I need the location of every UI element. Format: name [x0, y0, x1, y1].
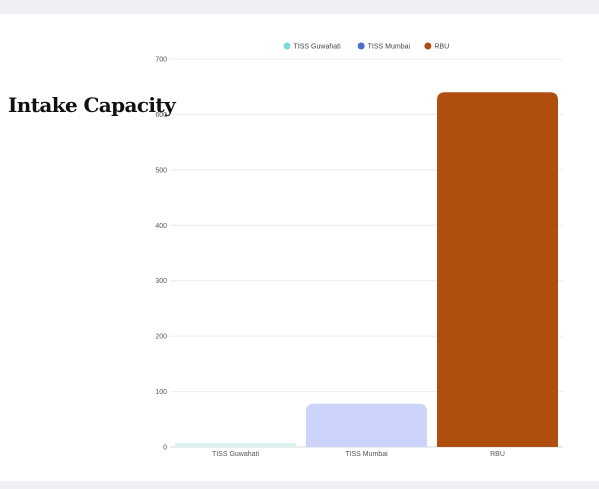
legend-swatch	[424, 42, 432, 50]
y-tick-label: 200	[155, 334, 167, 341]
legend-item[interactable]: RBU	[424, 42, 449, 51]
y-tick-label: 300	[155, 278, 167, 285]
legend: TISS Guwahati TISS Mumbai RBU	[283, 42, 449, 51]
y-axis-ticks: 0 100 200 300 400 500 600 700	[155, 57, 167, 452]
y-tick-label: 100	[155, 389, 167, 396]
legend-item[interactable]: TISS Guwahati	[283, 42, 342, 51]
legend-item[interactable]: TISS Mumbai	[357, 42, 411, 51]
legend-label: RBU	[434, 44, 449, 51]
legend-label: TISS Guwahati	[294, 44, 342, 51]
y-tick-label: 500	[155, 167, 167, 174]
x-tick-label: RBU	[490, 451, 505, 458]
legend-label: TISS Mumbai	[368, 44, 411, 51]
y-tick-label: 0	[163, 445, 167, 452]
y-tick-label: 700	[155, 57, 167, 64]
x-tick-label: TISS Mumbai	[345, 451, 388, 458]
x-tick-label: TISS Guwahati	[212, 451, 260, 458]
legend-swatch	[283, 42, 291, 50]
y-tick-label: 600	[155, 112, 167, 119]
x-axis-ticks: TISS Guwahati TISS Mumbai RBU	[212, 451, 505, 458]
y-tick-label: 400	[155, 223, 167, 230]
bar-tiss-mumbai[interactable]	[306, 403, 427, 447]
bars	[175, 92, 558, 447]
bar-tiss-guwahati[interactable]	[175, 443, 296, 447]
legend-swatch	[357, 42, 365, 50]
page-title: Intake Capacity	[8, 93, 176, 117]
bar-rbu[interactable]	[437, 92, 558, 447]
